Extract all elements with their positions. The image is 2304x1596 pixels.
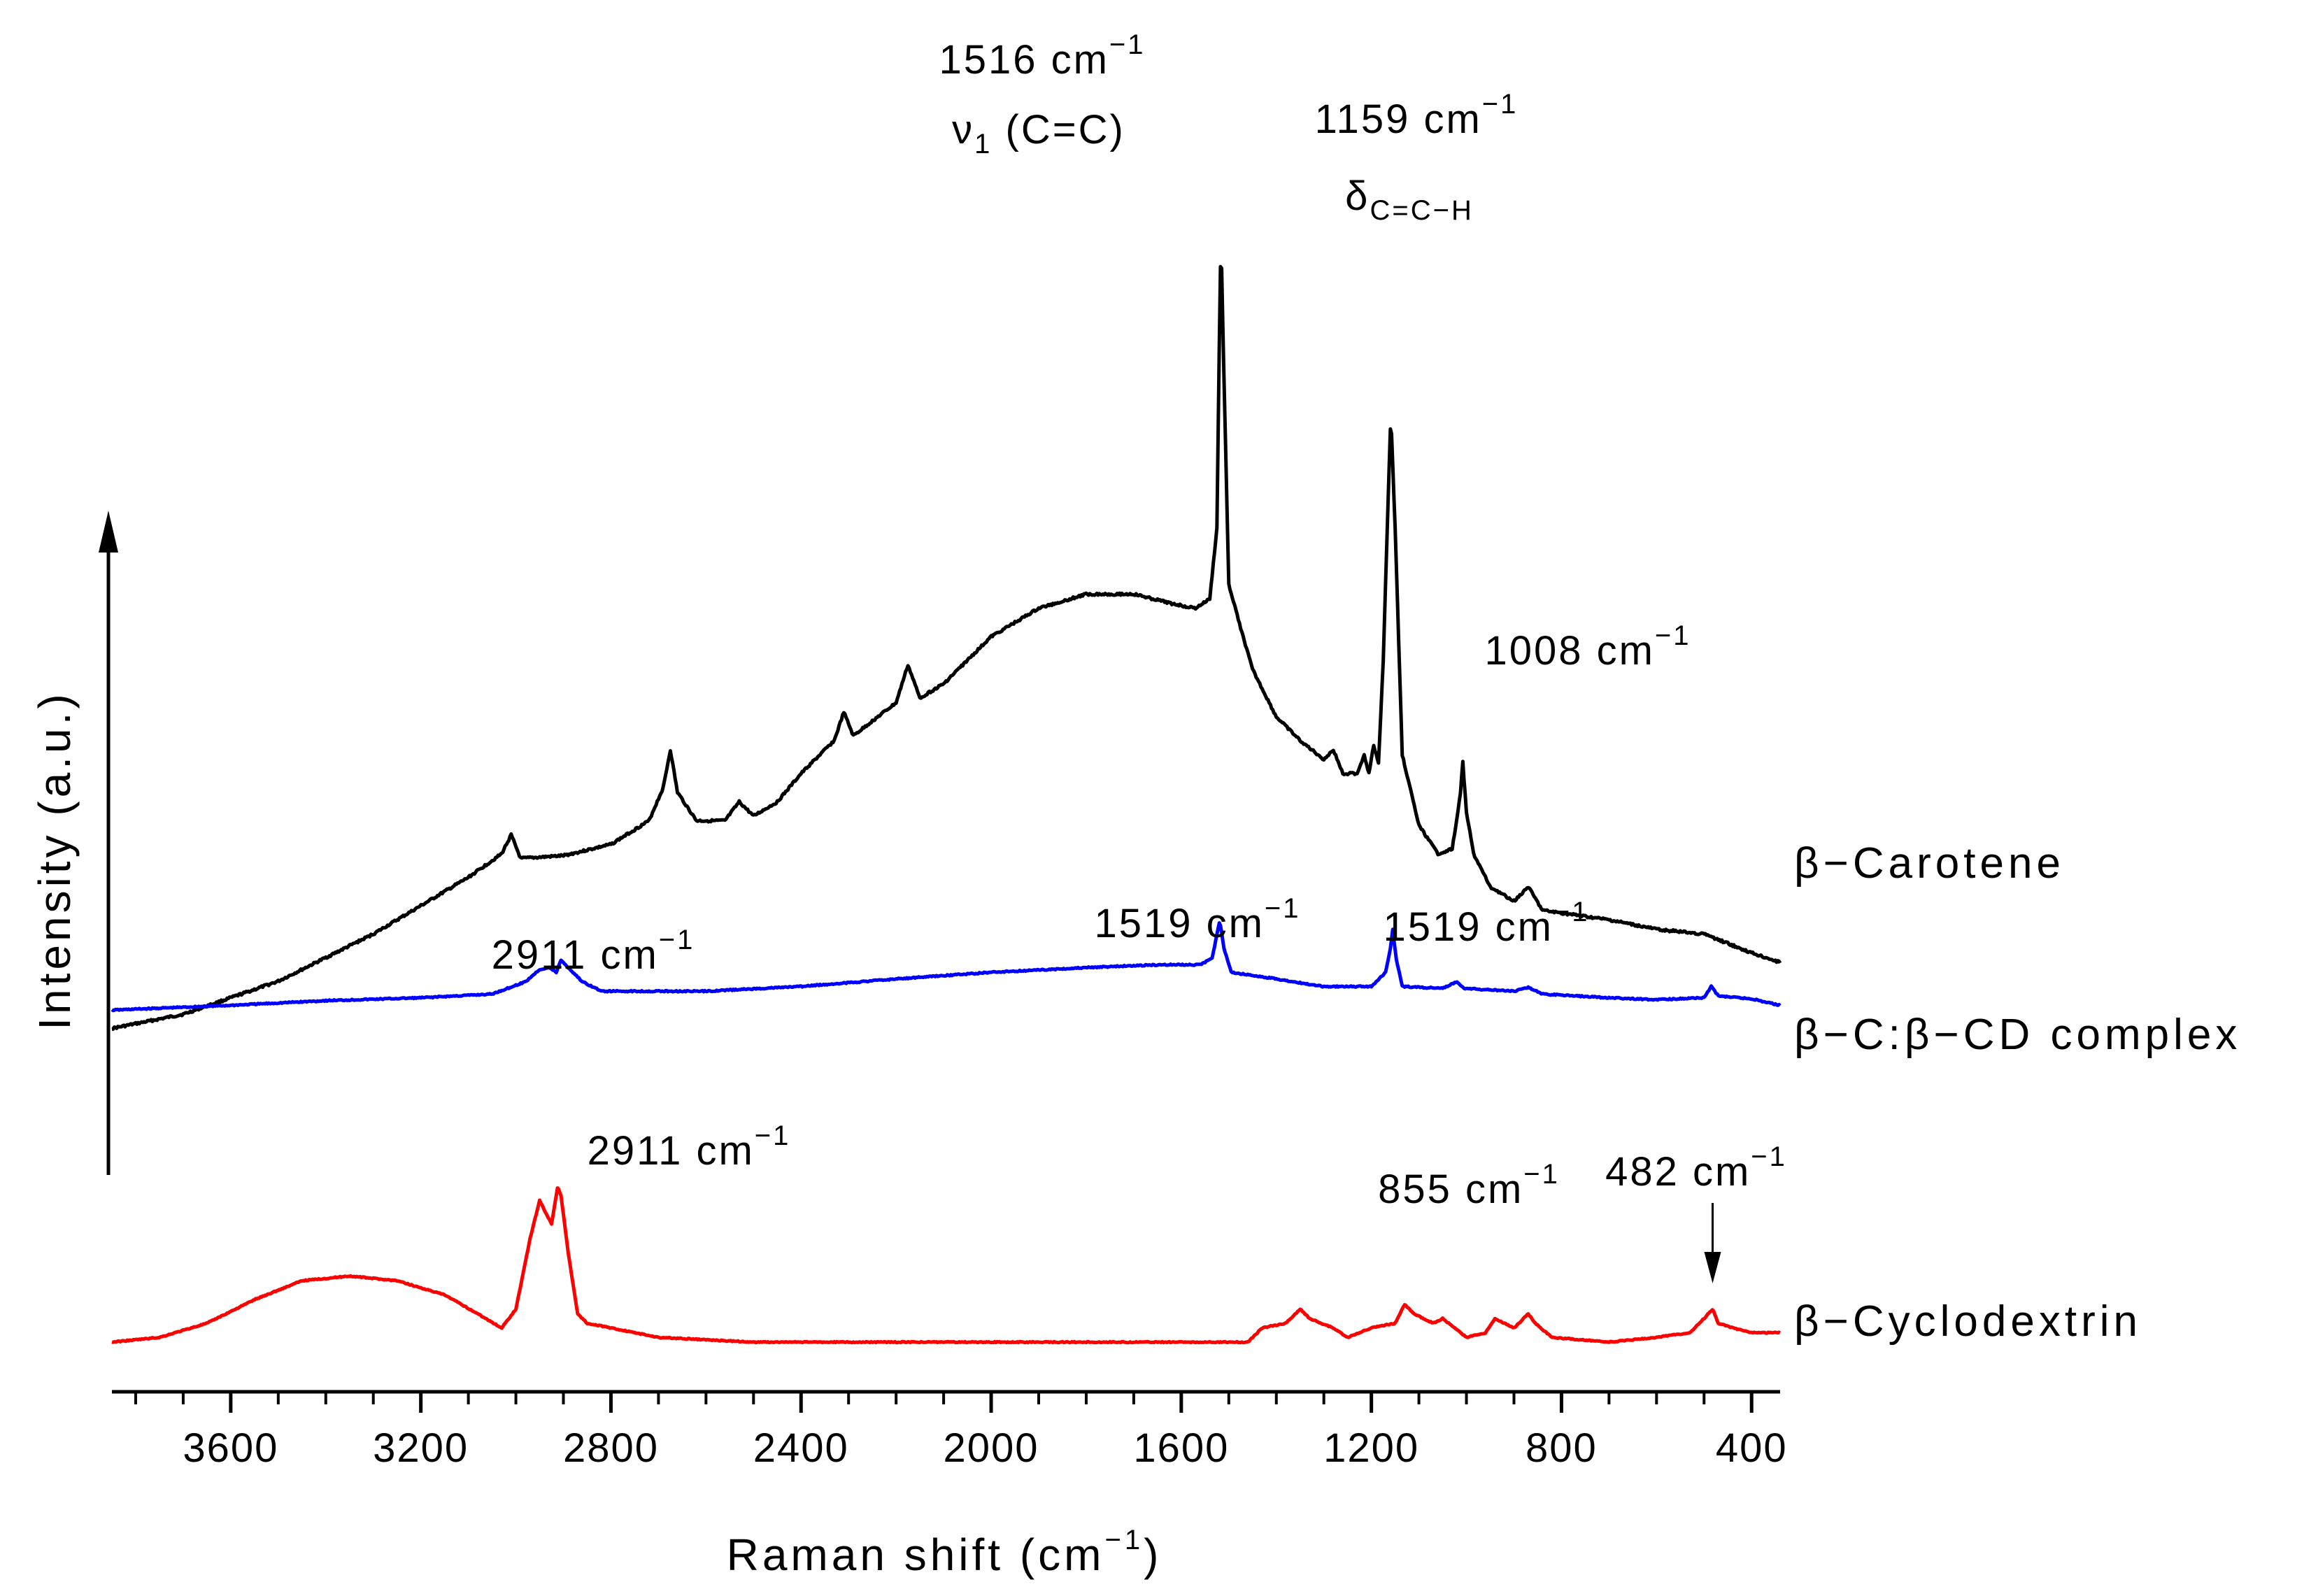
y-axis-title: Intensity (a.u.) xyxy=(29,690,80,1030)
x-tick-label: 2000 xyxy=(944,1425,1039,1471)
x-tick-label: 3200 xyxy=(373,1425,469,1471)
x-axis-title: Raman shift (cm−1) xyxy=(727,1525,1162,1580)
series-line-complex xyxy=(111,921,1782,1013)
annotation-1008: 1008 cm−1 xyxy=(1484,620,1691,674)
annotation-482-cyclodextrin: 482 cm−1 xyxy=(1605,1141,1787,1195)
annotation-1516-mode: ν1 (C=C) xyxy=(952,107,1125,159)
arrow-down-icon xyxy=(1704,1203,1721,1283)
annotation-2911-cyclodextrin: 2911 cm−1 xyxy=(588,1120,791,1174)
annotation-1519-complex-a: 1519 cm−1 xyxy=(1094,893,1300,946)
series-label-carotene: β−Carotene xyxy=(1794,839,2065,888)
annotation-855-cyclodextrin: 855 cm−1 xyxy=(1378,1159,1560,1212)
x-tick-label: 2400 xyxy=(753,1425,849,1471)
series-label-complex: β−C:β−CD complex xyxy=(1794,1011,2241,1059)
series-line-cyclodextrin xyxy=(111,1186,1781,1345)
x-tick-label: 800 xyxy=(1526,1425,1598,1471)
arrow-head xyxy=(1704,1252,1721,1283)
series-group xyxy=(111,264,1782,1345)
x-tick-label: 3600 xyxy=(183,1425,278,1471)
x-tick-label: 1600 xyxy=(1133,1425,1229,1471)
annotation-1516-wavenumber: 1516 cm−1 xyxy=(939,29,1145,83)
x-tick-label: 400 xyxy=(1716,1425,1788,1471)
annotation-1519-complex-b: 1519 cm−1 xyxy=(1383,897,1589,950)
annotation-2911-complex: 2911 cm−1 xyxy=(492,925,695,978)
annotation-1159-wavenumber: 1159 cm−1 xyxy=(1315,89,1519,142)
annotation-1159-mode: δC=C−H xyxy=(1345,173,1474,226)
x-tick-label: 1200 xyxy=(1323,1425,1419,1471)
series-line-carotene xyxy=(111,264,1782,1032)
series-label-cyclodextrin: β−Cyclodextrin xyxy=(1794,1297,2142,1346)
x-tick-label: 2800 xyxy=(563,1425,659,1471)
y-axis-arrow-icon xyxy=(99,511,118,553)
x-axis-ticks: 3600 3200 2800 2400 2000 1600 1200 800 400 xyxy=(134,1392,1788,1471)
